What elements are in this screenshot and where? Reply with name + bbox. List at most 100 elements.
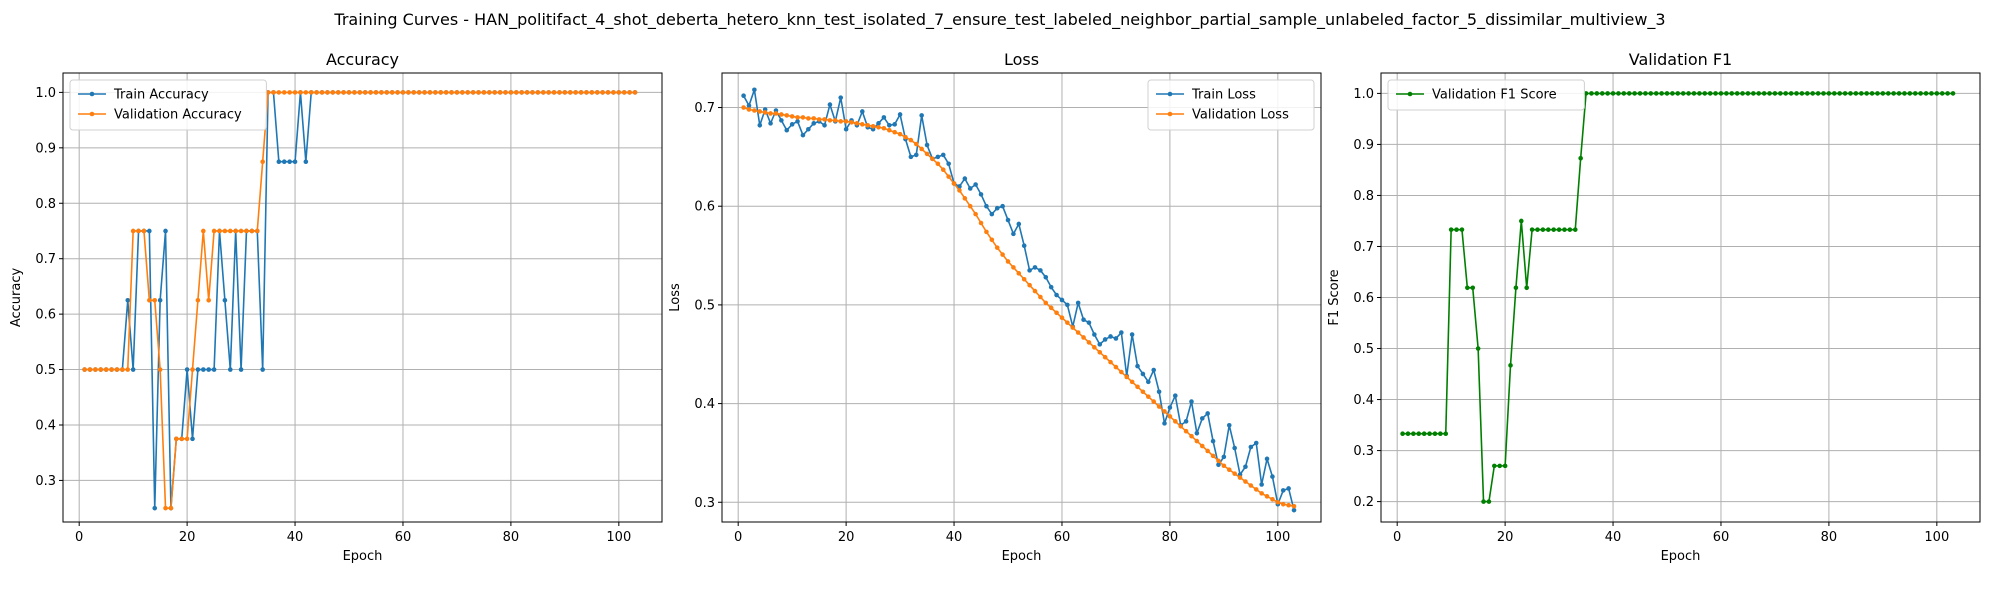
data-point — [1405, 431, 1411, 437]
x-tick-label: 40 — [1605, 530, 1622, 545]
data-point — [244, 228, 249, 234]
data-point — [892, 129, 897, 135]
data-point — [919, 146, 924, 152]
data-point — [1869, 91, 1875, 96]
data-point — [1178, 423, 1183, 429]
y-tick-label: 0.4 — [694, 397, 715, 412]
data-point — [465, 90, 471, 95]
y-tick-label: 0.3 — [35, 474, 56, 489]
data-point — [1545, 227, 1551, 232]
data-point — [779, 112, 784, 117]
data-point — [1902, 91, 1907, 96]
y-tick-label: 0.3 — [694, 496, 715, 511]
data-point — [1621, 91, 1627, 96]
x-axis-label: Epoch — [1002, 549, 1042, 564]
x-tick-label: 0 — [734, 530, 742, 545]
data-point — [1664, 91, 1670, 96]
chart-title: Validation F1 — [1629, 50, 1732, 69]
data-point — [978, 192, 984, 197]
data-point — [1734, 91, 1740, 96]
chart-panel-1: 0 20 40 60 80 100 0.3 0.4 0.5 0.6 0.7 0.8 0.9 1.0 Accu… — [9, 50, 663, 564]
data-point — [1848, 91, 1853, 96]
data-point — [1427, 431, 1432, 437]
data-point — [1167, 405, 1173, 410]
data-point — [519, 90, 524, 95]
legend-box — [1387, 79, 1585, 111]
data-point — [152, 505, 158, 511]
series-train-accuracy — [82, 90, 638, 511]
data-point — [222, 297, 228, 303]
data-point — [211, 367, 217, 372]
data-point — [1065, 320, 1070, 325]
data-point — [400, 90, 406, 95]
legend: Train Accuracy Validation Accuracy — [69, 79, 267, 131]
data-point — [540, 90, 546, 95]
data-point — [1054, 292, 1059, 298]
data-point — [287, 90, 292, 95]
data-point — [1264, 494, 1270, 499]
data-point — [886, 127, 892, 133]
data-point — [1475, 346, 1481, 351]
data-point — [395, 90, 400, 95]
data-point — [1529, 227, 1535, 232]
data-point — [125, 367, 131, 372]
legend-marker — [1407, 91, 1413, 97]
data-point — [757, 109, 763, 114]
data-point — [1243, 479, 1248, 484]
data-point — [1837, 91, 1842, 96]
data-point — [951, 181, 957, 186]
data-point — [1097, 342, 1103, 347]
data-point — [1880, 91, 1886, 96]
data-point — [1248, 483, 1254, 488]
data-point — [1280, 501, 1286, 507]
data-point — [211, 228, 217, 234]
data-point — [93, 367, 98, 372]
data-point — [741, 105, 746, 110]
data-point — [292, 159, 298, 164]
data-point — [1113, 364, 1119, 370]
data-point — [1519, 218, 1524, 224]
data-point — [1778, 91, 1783, 96]
legend-label: Train Loss — [1191, 88, 1256, 103]
data-point — [254, 228, 260, 234]
data-point — [1918, 91, 1923, 96]
y-tick-label: 0.2 — [1353, 495, 1374, 510]
data-point — [1032, 288, 1038, 294]
y-axis-label: Accuracy — [9, 268, 24, 328]
data-point — [1092, 332, 1097, 337]
data-point — [1248, 444, 1254, 450]
y-tick-label: 0.8 — [1353, 189, 1374, 204]
data-point — [1648, 91, 1654, 96]
data-point — [1038, 294, 1043, 300]
data-point — [1043, 274, 1049, 280]
data-point — [1632, 91, 1637, 96]
data-point — [389, 90, 395, 95]
data-point — [1119, 369, 1124, 375]
data-point — [1670, 91, 1675, 96]
data-point — [1697, 91, 1702, 96]
data-point — [233, 228, 238, 234]
data-point — [508, 90, 514, 95]
data-point — [1831, 91, 1837, 96]
data-point — [1102, 354, 1108, 360]
data-point — [1205, 411, 1210, 416]
data-point — [784, 127, 790, 133]
data-point — [1432, 431, 1438, 437]
data-point — [1578, 155, 1583, 161]
data-point — [1140, 389, 1146, 395]
legend-label: Validation Accuracy — [114, 108, 242, 123]
data-point — [1194, 438, 1200, 444]
data-point — [1767, 91, 1772, 96]
data-point — [513, 90, 519, 95]
data-point — [1151, 367, 1157, 373]
data-point — [1140, 371, 1146, 377]
data-point — [1199, 443, 1205, 449]
data-point — [287, 159, 292, 164]
data-point — [1129, 332, 1135, 337]
data-point — [1135, 363, 1140, 369]
data-point — [1864, 91, 1869, 96]
data-point — [768, 111, 773, 116]
data-point — [1270, 497, 1275, 502]
data-point — [551, 90, 557, 95]
